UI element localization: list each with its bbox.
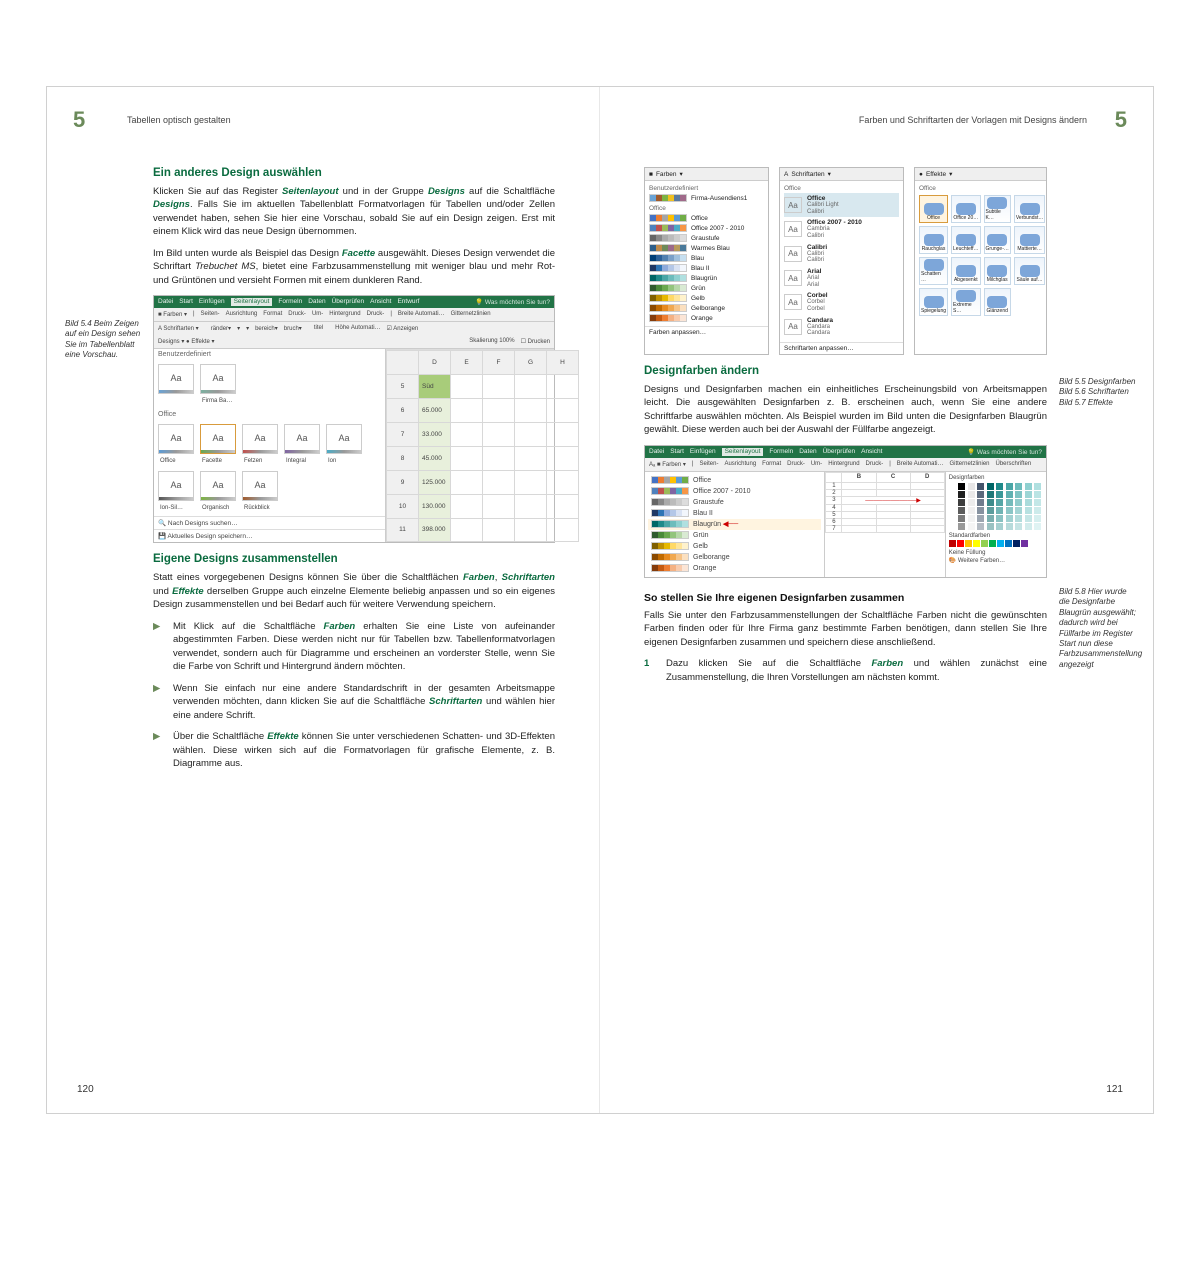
heading-own-designs: Eigene Designs zusammenstellen bbox=[153, 553, 555, 565]
dropdown-schriftarten: ASchriftarten▾ Office AaOfficeCalibri Li… bbox=[779, 167, 904, 355]
paragraph: Statt eines vorgegebenen Designs können … bbox=[153, 571, 555, 611]
screenshot-excel-blaugruen: DateiStartEinfügenSeitenlayoutFormelnDat… bbox=[644, 445, 1047, 578]
page-number: 121 bbox=[1106, 1084, 1123, 1095]
running-head-right: Farben und Schriftarten der Vorlagen mit… bbox=[859, 115, 1087, 125]
bullet-list: ▶Mit Klick auf die Schaltfläche Farben e… bbox=[153, 620, 555, 771]
paragraph: Falls Sie unter den Farbzusammenstellung… bbox=[644, 609, 1047, 649]
chapter-number: 5 bbox=[1115, 107, 1127, 133]
dropdown-effekte: ●Effekte▾ Office OfficeOffice 20…Subtile… bbox=[914, 167, 1047, 355]
margin-caption-5-8: Bild 5.8 Hier wurde die Designfarbe Blau… bbox=[1059, 587, 1139, 670]
three-dropdowns-row: ■Farben▾ Benutzerdefiniert Firma-Ausendi… bbox=[644, 167, 1047, 355]
custom-color-row[interactable]: Firma-Ausendiens1 bbox=[649, 193, 764, 203]
page-number: 120 bbox=[77, 1084, 94, 1095]
chapter-number: 5 bbox=[73, 107, 85, 133]
excel-toolbar: ■ Farben ▾|Seiten-AusrichtungFormatDruck… bbox=[154, 308, 554, 322]
page-right: 5 Farben und Schriftarten der Vorlagen m… bbox=[600, 87, 1153, 1113]
heading-own-colors: So stellen Sie Ihre eigenen Designfarben… bbox=[644, 592, 1047, 604]
paragraph: Im Bild unten wurde als Beispiel das Des… bbox=[153, 247, 555, 287]
screenshot-excel-designs: DateiStartEinfügenSeitenlayoutFormelnDat… bbox=[153, 295, 555, 543]
page-left: 5 Tabellen optisch gestalten Bild 5.4 Be… bbox=[47, 87, 600, 1113]
heading-change-colors: Designfarben ändern bbox=[644, 365, 1047, 377]
paragraph: Klicken Sie auf das Register Seitenlayou… bbox=[153, 185, 555, 239]
excel-ribbon: DateiStartEinfügenSeitenlayoutFormelnDat… bbox=[154, 296, 554, 308]
margin-captions: Bild 5.5 Designfarben Bild 5.6 Schriftar… bbox=[1059, 377, 1139, 408]
margin-caption-5-4: Bild 5.4 Beim Zeigen auf ein Design sehe… bbox=[65, 319, 145, 361]
book-spread: 5 Tabellen optisch gestalten Bild 5.4 Be… bbox=[46, 86, 1154, 1114]
dropdown-farben: ■Farben▾ Benutzerdefiniert Firma-Ausendi… bbox=[644, 167, 769, 355]
numbered-step-1: 1 Dazu klicken Sie auf die Schaltfläche … bbox=[644, 657, 1047, 684]
heading-other-design: Ein anderes Design auswählen bbox=[153, 167, 555, 179]
paragraph: Designs und Designfarben machen ein einh… bbox=[644, 383, 1047, 437]
running-head-left: Tabellen optisch gestalten bbox=[127, 115, 231, 125]
